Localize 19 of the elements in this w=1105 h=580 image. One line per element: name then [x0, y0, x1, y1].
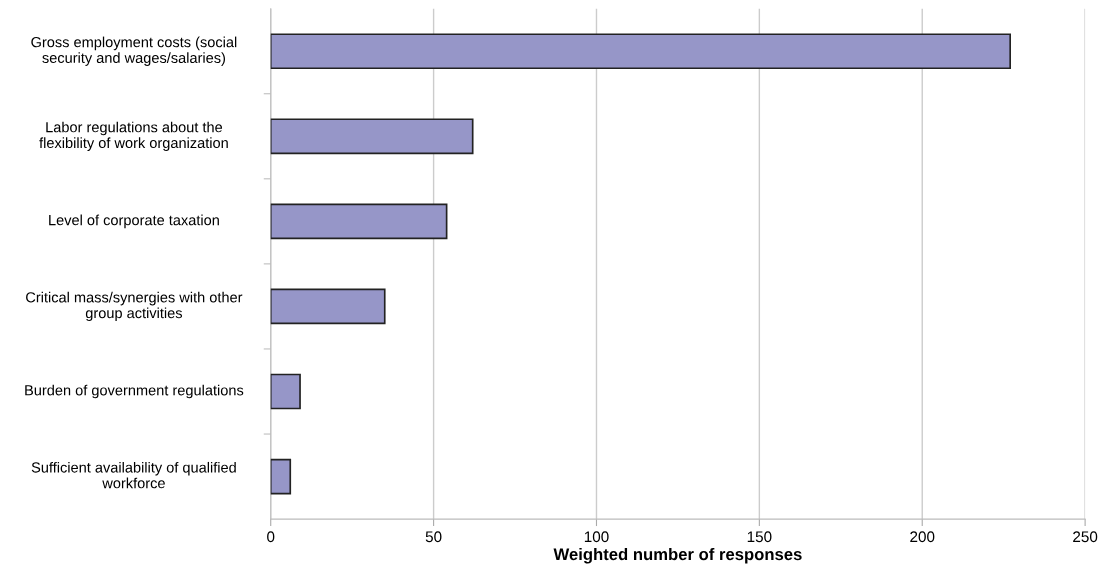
bar [270, 203, 448, 240]
y-tick-label: Sufficient availability of qualified workforce [31, 461, 236, 489]
x-axis-title: Weighted number of responses [553, 547, 802, 564]
bar [270, 33, 1012, 70]
x-tick-label: 250 [1073, 531, 1098, 543]
y-tick-label: Critical mass/synergies with other group activities [26, 291, 243, 322]
y-tick-label: Level of corporate taxation [49, 214, 219, 229]
x-tick-label: 200 [910, 531, 935, 543]
y-tick-label: Labor regulations about the flexibility of work organization [39, 121, 228, 151]
bar [270, 373, 301, 410]
y-tick-label: Gross employment costs (social security and wages/salaries) [31, 36, 237, 66]
bar [270, 118, 474, 155]
x-tick-label: 50 [425, 531, 442, 543]
x-tick-label: 150 [747, 531, 772, 543]
y-tick-label: Burden of government regulations [25, 384, 244, 399]
bar [270, 458, 292, 495]
x-tick-label: 100 [584, 531, 609, 543]
x-tick-label: 0 [267, 531, 275, 543]
bar [270, 288, 386, 325]
